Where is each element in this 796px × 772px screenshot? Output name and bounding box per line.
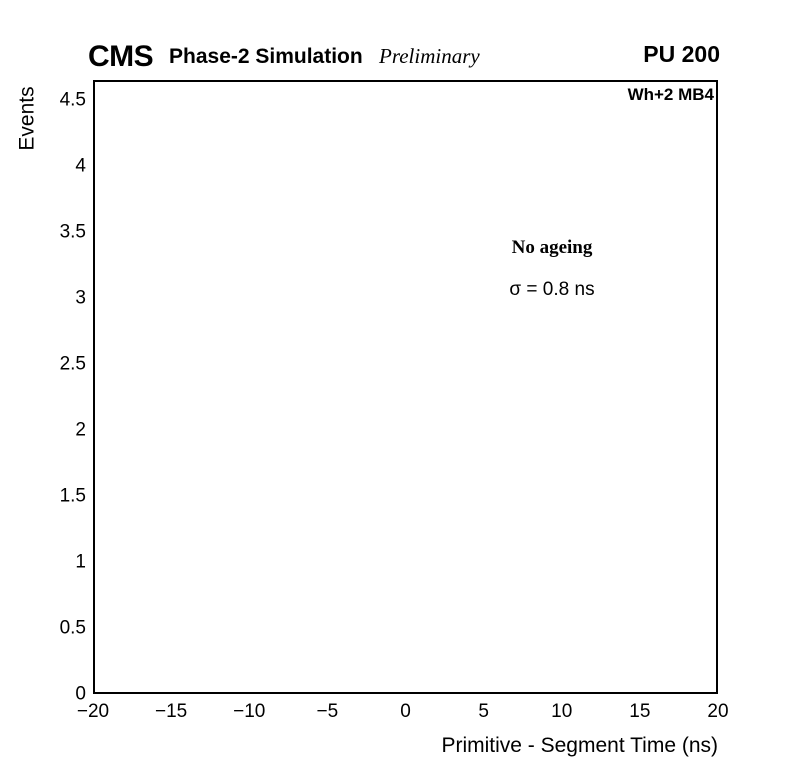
y-tick-label: 4.5: [59, 89, 86, 111]
x-tick-label: −15: [155, 701, 188, 722]
y-tick-label: 3: [75, 287, 86, 309]
y-tick-label: 1: [75, 551, 86, 573]
sigma-label: σ = 0.8 ns: [509, 279, 595, 300]
x-axis-title: Primitive - Segment Time (ns): [441, 734, 718, 757]
y-tick-label: 0: [75, 683, 86, 705]
x-tick-label: 15: [629, 701, 651, 722]
x-tick-label: 5: [478, 701, 489, 722]
cms-logo: CMS: [88, 40, 154, 73]
chart-header: CMS Phase-2 Simulation Preliminary PU 20…: [0, 0, 796, 72]
y-tick-label: 3.5: [59, 221, 86, 243]
y-axis-tick-labels: 0 0.5 1 1.5 2 2.5 3 3.5 4 4.5: [0, 0, 86, 772]
y-axis-title: Events: [15, 86, 39, 151]
pileup-label: PU 200: [643, 41, 720, 67]
x-tick-label: −10: [233, 701, 266, 722]
simulation-label: Phase-2 Simulation: [169, 45, 363, 68]
x-tick-label: 20: [707, 701, 729, 722]
x-tick-label: 10: [551, 701, 573, 722]
preliminary-label: Preliminary: [379, 44, 480, 68]
plot-frame: [93, 80, 718, 694]
y-tick-label: 2: [75, 419, 86, 441]
x-tick-label: 0: [400, 701, 411, 722]
y-tick-label: 0.5: [59, 617, 86, 639]
chamber-label: Wh+2 MB4: [627, 85, 714, 104]
x-tick-label: −20: [76, 701, 110, 722]
y-tick-label: 2.5: [59, 353, 86, 375]
y-tick-label: 4: [75, 155, 86, 177]
ageing-label: No ageing: [511, 237, 593, 258]
x-tick-label: −5: [316, 701, 339, 722]
y-tick-label: 1.5: [59, 485, 86, 507]
